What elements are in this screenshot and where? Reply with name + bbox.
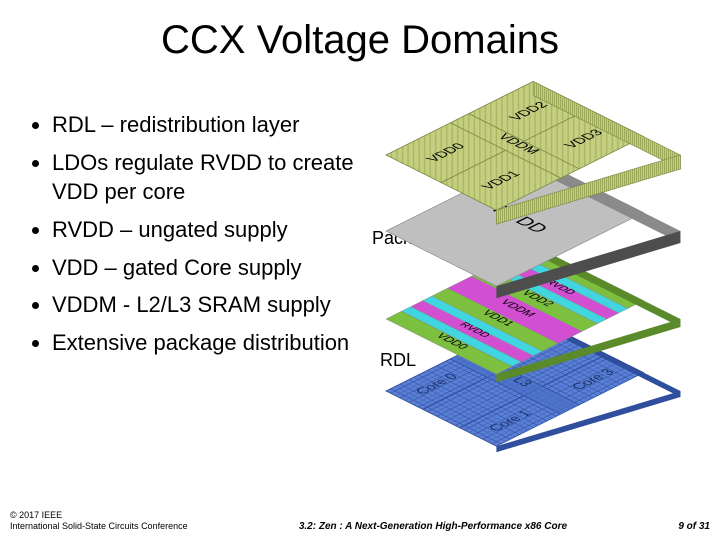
footer-page-number: 9 of 31 bbox=[678, 521, 710, 532]
bullet-item: LDOs regulate RVDD to create VDD per cor… bbox=[52, 148, 374, 207]
voltage-domain-diagram: Core 0 Core 1 L3 Core 2 Core 3 bbox=[370, 75, 710, 505]
bullet-item: Extensive package distribution bbox=[52, 328, 374, 358]
bullet-item: RDL – redistribution layer bbox=[52, 110, 374, 140]
footer-copyright: © 2017 IEEE bbox=[10, 510, 188, 521]
footer-left: © 2017 IEEE International Solid-State Ci… bbox=[10, 510, 188, 532]
bullet-list: RDL – redistribution layer LDOs regulate… bbox=[24, 110, 374, 366]
bullet-item: VDD – gated Core supply bbox=[52, 253, 374, 283]
footer-center: 3.2: Zen : A Next-Generation High-Perfor… bbox=[299, 521, 567, 532]
slide-footer: © 2017 IEEE International Solid-State Ci… bbox=[10, 510, 710, 532]
footer-conference: International Solid-State Circuits Confe… bbox=[10, 521, 188, 532]
slide-title: CCX Voltage Domains bbox=[0, 18, 720, 63]
bullet-item: RVDD – ungated supply bbox=[52, 215, 374, 245]
bullet-item: VDDM - L2/L3 SRAM supply bbox=[52, 290, 374, 320]
